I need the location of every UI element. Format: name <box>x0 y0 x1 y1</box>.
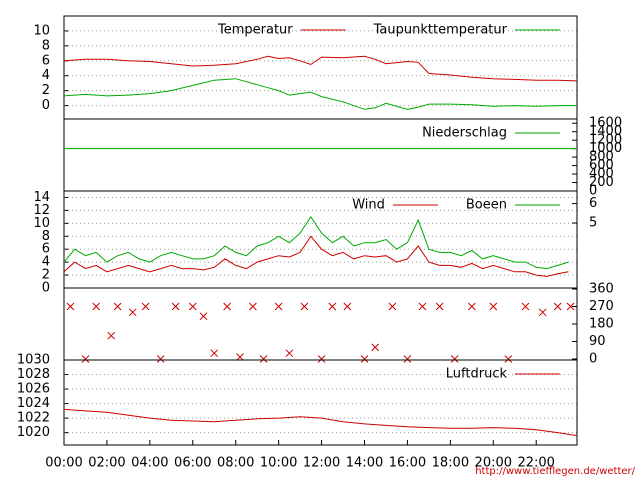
y2-tick-label: 400 <box>589 167 614 182</box>
y-tick-label: 0 <box>42 281 50 296</box>
series-line <box>63 215 569 270</box>
y-tick-label: 4 <box>42 255 50 270</box>
point <box>156 355 165 363</box>
y2-tick-label: 1000 <box>589 141 622 156</box>
point <box>521 302 530 311</box>
point <box>435 302 444 311</box>
x-tick-label: 06:00 <box>174 456 211 471</box>
footer-link: http://www.tiefflegen.de/wetter/ <box>475 466 635 477</box>
point <box>418 302 427 311</box>
legend-label: Temperatur <box>217 23 293 38</box>
y-tick-label: 12 <box>33 203 50 218</box>
point <box>300 302 309 311</box>
x-tick-label: 20:00 <box>475 456 512 471</box>
point <box>210 349 219 358</box>
point <box>285 349 294 358</box>
point <box>107 331 116 340</box>
y2-tick-label: 360 <box>589 281 614 296</box>
y2-tick-label: 270 <box>589 299 614 314</box>
y-tick-label: 1024 <box>17 396 50 411</box>
y-tick-label: 8 <box>42 229 50 244</box>
y-tick-label: 2 <box>42 83 50 98</box>
x-tick-label: 12:00 <box>303 456 340 471</box>
x-tick-label: 22:00 <box>517 456 554 471</box>
point <box>249 302 257 311</box>
point <box>360 355 369 363</box>
y2-tick-label: 800 <box>589 150 614 165</box>
y2-tick-label: 6 <box>589 196 597 211</box>
x-tick-label: 00:00 <box>45 456 82 471</box>
x-tick-label: 02:00 <box>88 456 125 471</box>
point <box>141 302 150 311</box>
y-tick-label: 0 <box>42 98 50 113</box>
point <box>259 355 268 363</box>
point <box>66 302 75 311</box>
point <box>171 302 180 311</box>
point <box>343 302 352 311</box>
y-tick-label: 1022 <box>17 411 50 426</box>
point <box>504 355 513 363</box>
y-tick-label: 1026 <box>17 382 50 397</box>
y2-tick-label: 5 <box>589 216 597 231</box>
point <box>538 308 547 317</box>
y-tick-label: 6 <box>42 242 50 257</box>
point <box>199 312 208 321</box>
y2-tick-label: 180 <box>589 317 614 332</box>
point <box>188 302 197 311</box>
legend-label: Luftdruck <box>446 367 508 382</box>
point <box>388 302 397 311</box>
y2-tick-label: 1600 <box>589 116 622 131</box>
point <box>236 353 244 361</box>
x-tick-label: 04:00 <box>131 456 168 471</box>
y-tick-label: 1028 <box>17 367 50 382</box>
y-tick-label: 6 <box>42 53 50 68</box>
y-tick-label: 1030 <box>17 353 50 368</box>
series-line <box>63 78 577 110</box>
point <box>489 302 498 311</box>
point <box>403 355 412 363</box>
legend-label: Boeen <box>466 198 507 213</box>
x-tick-label: 10:00 <box>260 456 297 471</box>
y-tick-label: 1020 <box>17 425 50 440</box>
series-line <box>63 235 569 277</box>
series-line <box>63 55 578 82</box>
y2-tick-label: 600 <box>589 158 614 173</box>
point <box>328 302 337 311</box>
point <box>274 302 283 311</box>
y-tick-label: 10 <box>33 216 50 231</box>
point <box>553 302 562 311</box>
y-tick-label: 10 <box>33 23 50 38</box>
point <box>566 302 575 311</box>
series-line <box>63 408 578 437</box>
panel-frame <box>63 359 578 446</box>
y-tick-label: 4 <box>42 68 50 83</box>
point <box>223 302 231 311</box>
y2-tick-label: 1400 <box>589 124 622 139</box>
point <box>317 355 326 363</box>
point <box>450 355 459 363</box>
point <box>113 302 122 311</box>
point <box>81 355 90 363</box>
point <box>128 308 137 317</box>
y-tick-label: 14 <box>33 190 50 205</box>
y2-tick-label: 90 <box>589 334 606 349</box>
x-tick-label: 16:00 <box>389 456 426 471</box>
x-tick-label: 08:00 <box>217 456 254 471</box>
legend-label: Taupunkttemperatur <box>373 23 508 38</box>
legend-label: Wind <box>352 198 385 213</box>
y-tick-label: 2 <box>42 268 50 283</box>
point <box>467 302 476 311</box>
y2-tick-label: 200 <box>589 175 614 190</box>
y-tick-label: 8 <box>42 38 50 53</box>
x-tick-label: 14:00 <box>346 456 383 471</box>
y2-tick-label: 1200 <box>589 133 622 148</box>
y2-tick-label: 0 <box>589 184 597 199</box>
point <box>92 302 101 311</box>
legend-label: Niederschlag <box>422 126 507 141</box>
point <box>371 343 380 352</box>
y2-tick-label: 0 <box>589 352 597 367</box>
x-tick-label: 18:00 <box>432 456 469 471</box>
